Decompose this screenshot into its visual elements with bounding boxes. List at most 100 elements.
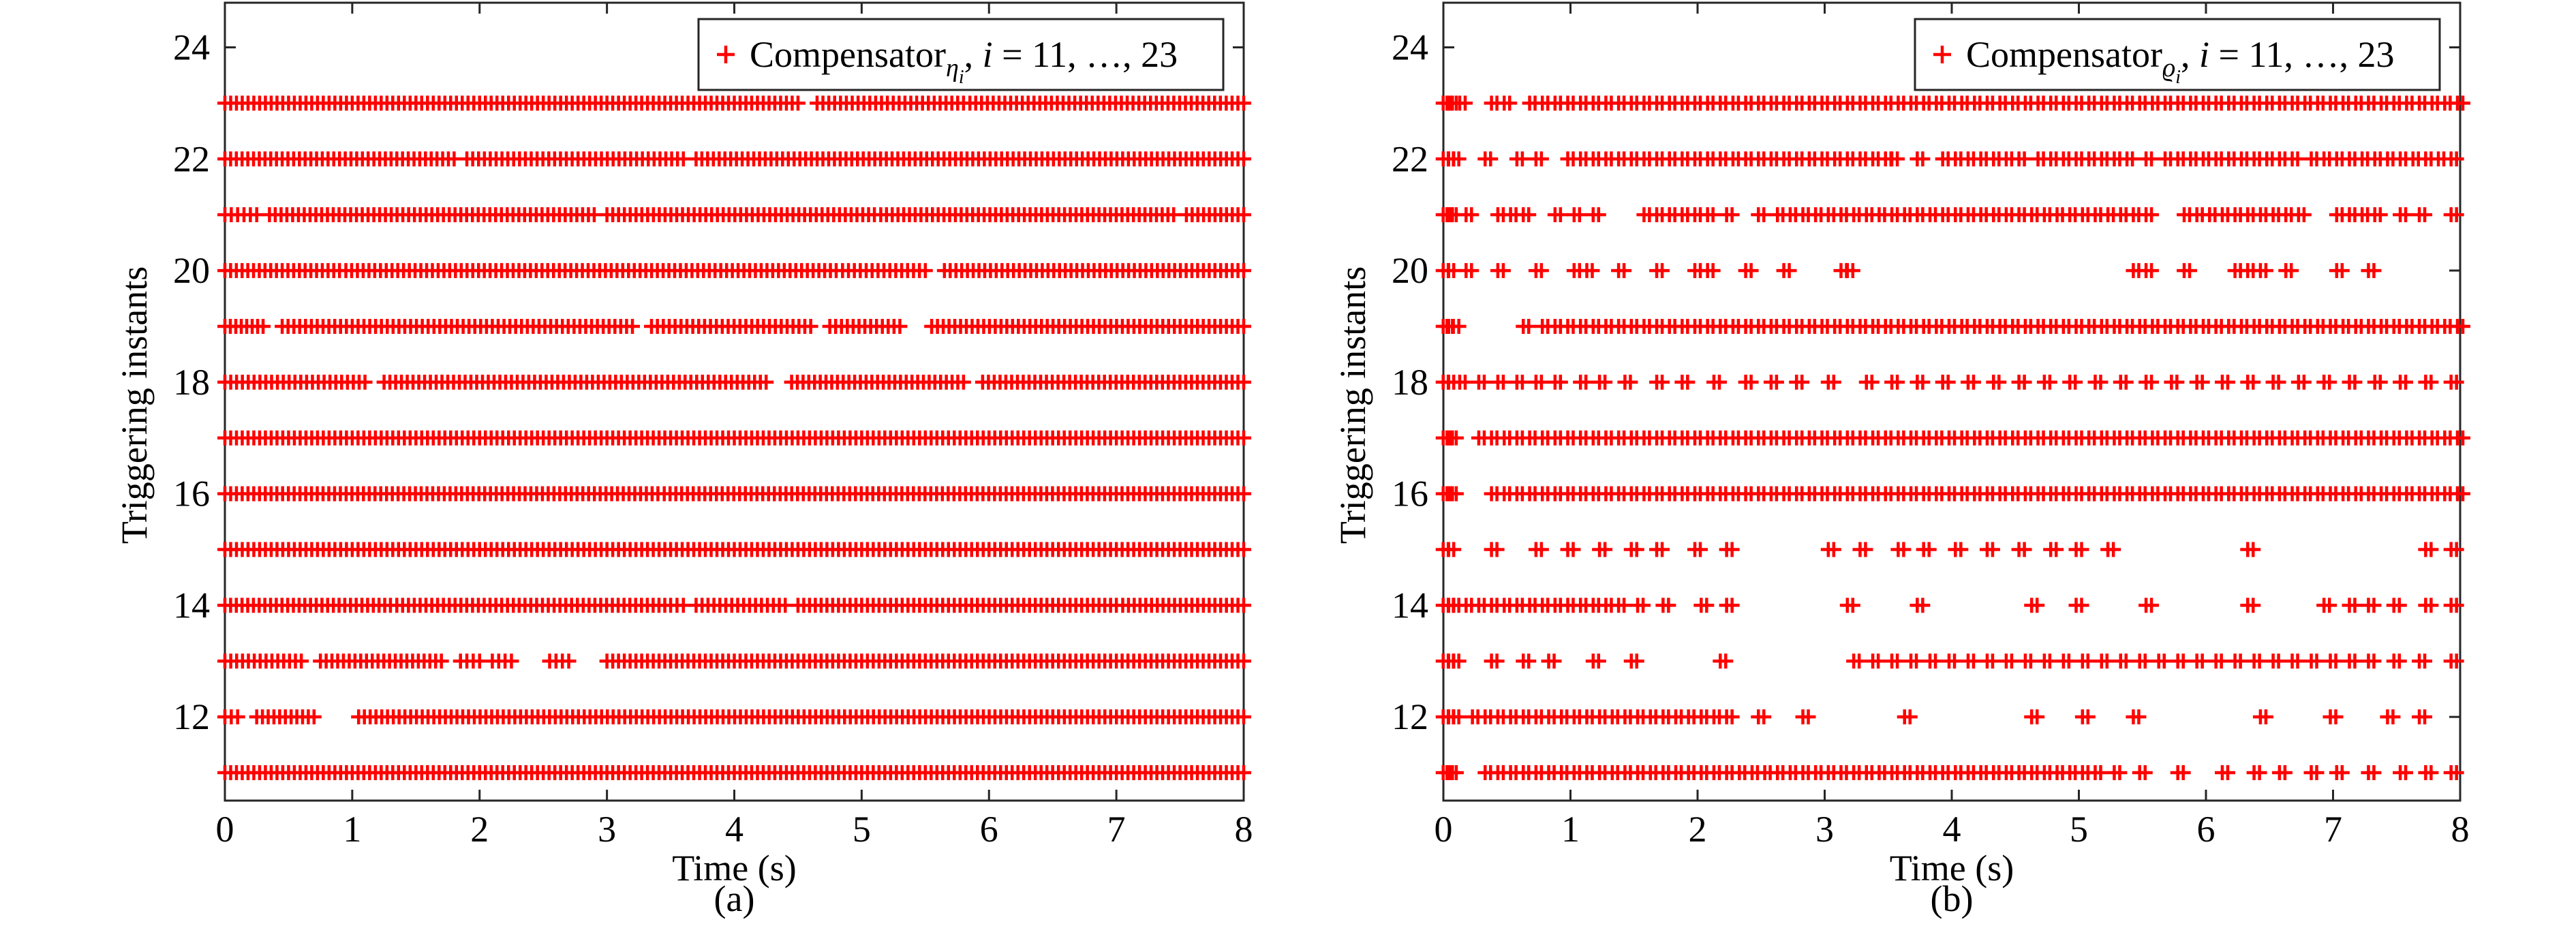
x-tick-label: 0 xyxy=(216,809,234,850)
series-markers xyxy=(1435,95,2470,781)
data-point-y11 xyxy=(1448,765,1464,781)
x-tick-label: 7 xyxy=(1107,809,1126,850)
data-point-y12 xyxy=(1724,709,1740,725)
y-tick-label: 24 xyxy=(173,27,210,68)
x-tick-label: 6 xyxy=(980,809,998,850)
data-point-y15 xyxy=(2449,542,2464,557)
data-point-y14 xyxy=(1661,598,1676,613)
x-axis-label: Time (s) xyxy=(1890,848,2014,888)
data-point-y12 xyxy=(1902,709,1918,725)
data-point-y12 xyxy=(1236,709,1251,725)
data-point-y13 xyxy=(1629,653,1644,669)
data-point-y11 xyxy=(2175,765,2191,781)
data-point-y15 xyxy=(2245,542,2261,557)
data-point-y13 xyxy=(2042,653,2057,669)
data-point-y12 xyxy=(2131,709,2147,725)
data-point-y13 xyxy=(2309,653,2325,669)
data-point-y19 xyxy=(625,318,640,334)
data-point-y14 xyxy=(2322,598,2337,613)
data-point-y13 xyxy=(2449,653,2464,669)
x-tick-label: 8 xyxy=(2451,809,2470,850)
data-point-y15 xyxy=(1953,542,1969,557)
data-point-y14 xyxy=(1616,598,1632,613)
data-point-y13 xyxy=(1521,653,1537,669)
data-point-y13 xyxy=(294,653,309,669)
y-tick-label: 12 xyxy=(173,696,210,737)
data-point-y16 xyxy=(1448,486,1464,501)
data-point-y13 xyxy=(2004,653,2019,669)
data-point-y14 xyxy=(1724,598,1740,613)
data-point-y12 xyxy=(2417,709,2433,725)
legend-comma: , xyxy=(964,34,983,75)
data-point-y13 xyxy=(2137,653,2153,669)
data-point-y14 xyxy=(1699,598,1715,613)
data-point-y15 xyxy=(1858,542,1873,557)
data-point-y20 xyxy=(917,263,933,279)
data-point-y15 xyxy=(1236,542,1251,557)
data-point-y13 xyxy=(2061,653,2076,669)
data-point-y13 xyxy=(2233,653,2248,669)
data-point-y19 xyxy=(1236,318,1251,334)
data-point-y13 xyxy=(504,653,519,669)
x-tick-label: 5 xyxy=(2070,809,2088,850)
data-point-y14 xyxy=(2347,598,2363,613)
legend-text-main: Compensator xyxy=(1966,34,2162,75)
legend-box xyxy=(697,18,1225,91)
data-point-y14 xyxy=(2074,598,2089,613)
legend-text-main: Compensator xyxy=(750,34,946,75)
data-point-y12 xyxy=(2385,709,2401,725)
data-point-y15 xyxy=(1597,542,1613,557)
data-point-y13 xyxy=(1489,653,1505,669)
data-point-y15 xyxy=(1826,542,1841,557)
data-point-y15 xyxy=(1921,542,1937,557)
data-point-y13 xyxy=(1852,653,1867,669)
data-point-y15 xyxy=(1629,542,1644,557)
y-tick-label: 20 xyxy=(1392,250,1428,291)
data-point-y13 xyxy=(1890,653,1905,669)
y-tick-label: 14 xyxy=(173,585,210,625)
data-point-y15 xyxy=(1565,542,1581,557)
data-point-y13 xyxy=(2023,653,2038,669)
y-tick-label: 22 xyxy=(173,138,210,179)
y-axis-label: Triggering instants xyxy=(1332,266,1373,544)
data-point-y19 xyxy=(803,318,818,334)
data-point-y14 xyxy=(2391,598,2407,613)
legend-subscript: η xyxy=(946,54,959,82)
x-axis-label: Time (s) xyxy=(672,848,797,888)
data-point-y21 xyxy=(586,207,602,223)
y-tick-label: 20 xyxy=(173,250,210,291)
data-point-y13 xyxy=(2391,653,2407,669)
plot-frame xyxy=(1442,1,2462,802)
data-point-y11 xyxy=(1236,765,1251,781)
data-point-y14 xyxy=(1845,598,1860,613)
data-point-y23 xyxy=(790,95,806,111)
data-point-y11 xyxy=(2277,765,2293,781)
data-point-y19 xyxy=(256,318,271,334)
y-axis-label: Triggering instants xyxy=(114,266,155,544)
data-point-y12 xyxy=(2258,709,2273,725)
data-point-y13 xyxy=(1984,653,2000,669)
data-point-y13 xyxy=(2156,653,2172,669)
data-point-y22 xyxy=(675,151,691,167)
data-point-y14 xyxy=(1915,598,1931,613)
data-point-y23 xyxy=(1236,95,1251,111)
data-point-y11 xyxy=(2093,765,2109,781)
data-point-y13 xyxy=(2099,653,2115,669)
data-point-y16 xyxy=(1236,486,1251,501)
data-point-y11 xyxy=(2334,765,2350,781)
data-point-y14 xyxy=(2366,598,2382,613)
x-tick-label: 8 xyxy=(1235,809,1253,850)
data-point-y14 xyxy=(1236,598,1251,613)
data-point-y13 xyxy=(1236,653,1251,669)
data-point-y14 xyxy=(2144,598,2160,613)
series-markers xyxy=(217,95,1251,781)
panel-caption: (a) xyxy=(714,878,755,919)
data-point-y13 xyxy=(2213,653,2229,669)
data-point-y11 xyxy=(2309,765,2325,781)
legend-subscript: ϱ xyxy=(2162,54,2175,82)
data-point-y11 xyxy=(2366,765,2382,781)
data-point-y15 xyxy=(1489,542,1505,557)
data-point-y14 xyxy=(2245,598,2261,613)
y-tick-label: 12 xyxy=(1392,696,1428,737)
